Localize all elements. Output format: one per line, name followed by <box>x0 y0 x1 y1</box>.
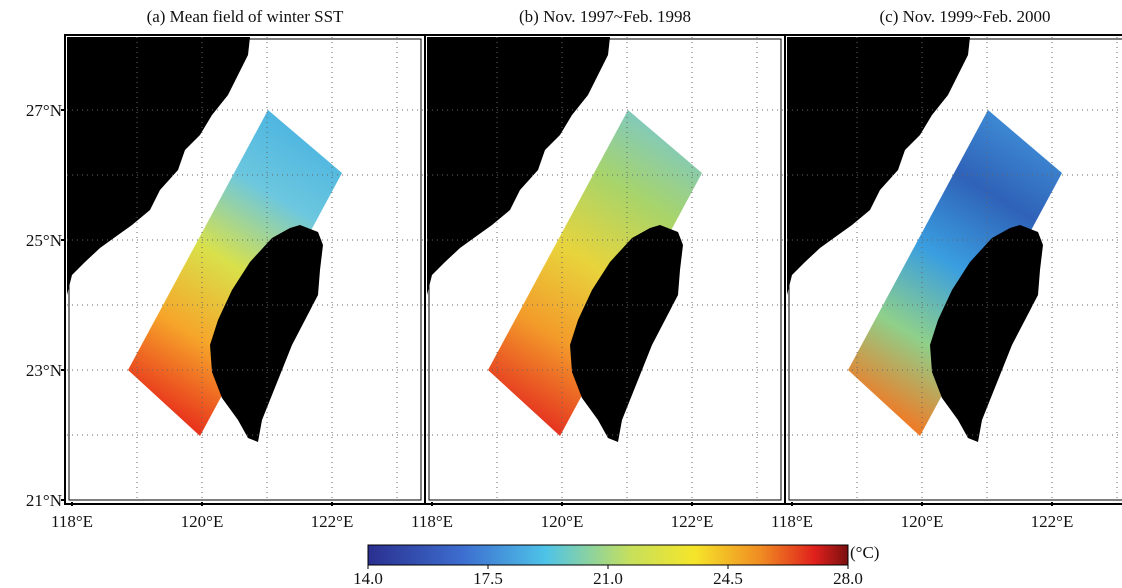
lat-tick-label: 27°N <box>26 101 62 120</box>
lat-tick-label: 23°N <box>26 361 62 380</box>
sst-swath <box>848 110 1062 436</box>
map-area <box>427 37 783 502</box>
colorbar-tick-label: 24.5 <box>713 569 743 588</box>
land-mainland <box>67 37 250 295</box>
colorbar-tick-label: 17.5 <box>473 569 503 588</box>
colorbar <box>367 544 849 566</box>
lat-tick-label: 21°N <box>26 491 62 510</box>
panel-title: (a) Mean field of winter SST <box>147 7 344 26</box>
map-panel: (b) Nov. 1997~Feb. 1998 118°E 120°E 122°E <box>411 7 786 531</box>
sst-swath <box>128 110 342 436</box>
lon-tick-label: 120°E <box>181 512 224 531</box>
lon-tick-label: 122°E <box>311 512 354 531</box>
map-frame-outer <box>784 34 1122 505</box>
map-area <box>787 37 1122 502</box>
land-taiwan <box>570 225 683 442</box>
map-frame-inner <box>428 38 782 501</box>
lon-tick-label: 118°E <box>771 512 813 531</box>
map-area <box>67 37 423 502</box>
colorbar-tick-label: 28.0 <box>833 569 863 588</box>
land-taiwan <box>210 225 323 442</box>
lon-tick-label: 122°E <box>1031 512 1074 531</box>
map-frame-inner <box>788 38 1122 501</box>
sst-swath <box>488 110 702 436</box>
lon-tick-label: 122°E <box>671 512 714 531</box>
panel-title: (b) Nov. 1997~Feb. 1998 <box>519 7 691 26</box>
colorbar-tick-label: 14.0 <box>353 569 383 588</box>
lat-tick-label: 25°N <box>26 231 62 250</box>
map-panel: (c) Nov. 1999~Feb. 2000 118°E 120°E 122°E <box>771 7 1122 531</box>
map-frame-inner <box>68 38 422 501</box>
lon-tick-label: 118°E <box>411 512 453 531</box>
land-taiwan <box>930 225 1043 442</box>
colorbar-unit: (°C) <box>850 543 879 562</box>
land-mainland <box>787 37 970 295</box>
panel-title: (c) Nov. 1999~Feb. 2000 <box>880 7 1051 26</box>
lon-tick-label: 120°E <box>541 512 584 531</box>
lon-tick-label: 120°E <box>901 512 944 531</box>
land-mainland <box>427 37 610 295</box>
lon-tick-label: 118°E <box>51 512 93 531</box>
colorbar-tick-label: 21.0 <box>593 569 623 588</box>
map-panel: (a) Mean field of winter SST 118°E 120°E 12… <box>26 7 426 531</box>
